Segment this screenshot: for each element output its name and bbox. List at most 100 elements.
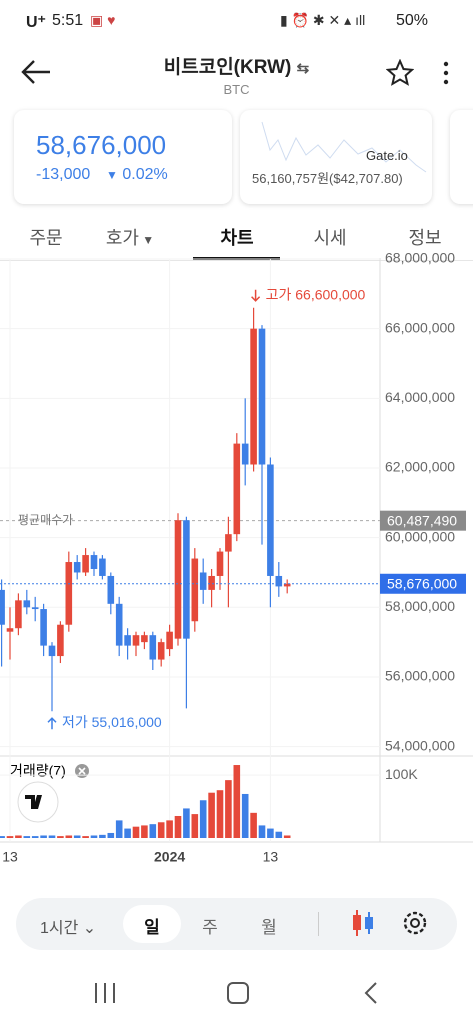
y-tick-label: 56,000,000 [385,668,455,684]
exchange-price-row: 56,160,757원($42,707.80) [252,168,403,187]
candle-body [57,624,64,657]
candle-body [141,635,148,643]
candle-body [216,551,224,576]
candle-body [31,607,39,610]
status-icons: ▣ ♥ [90,12,116,28]
y-tick-label: 68,000,000 [385,250,455,266]
average-price-badge [380,510,466,531]
title-row: 비트코인(KRW) ⇆ [0,52,473,79]
volume-bar [191,814,199,838]
interval-select[interactable]: 1시간 ⌄ [40,920,97,937]
exchange-name: Gate.io [366,148,408,163]
volume-bar [82,836,89,838]
candle-body [149,635,157,660]
tab-divider [0,260,473,261]
volume-bar [225,780,232,838]
exchange-price: 56,160,757원 [252,171,330,186]
carrier: U⁺ [26,14,46,31]
tab[interactable]: 차트 [197,224,277,250]
candle-body [0,589,5,625]
volume-bar [73,835,81,838]
y-tick-label: 62,000,000 [385,459,455,475]
tab-label: 시세 [313,228,347,248]
volume-bar [258,825,266,838]
nav-bar [95,982,377,1004]
volume-bar [183,808,190,838]
candle-body [225,534,232,552]
candle-body [73,562,81,573]
toolbar [16,898,457,950]
volume-bar [208,792,215,838]
y-tick-label: 100K [385,766,418,782]
y-tick-label: 66,000,000 [385,319,455,335]
x-tick-label: 2024 [154,849,185,865]
volume-label: 거래량(7) [10,763,66,779]
swap-icon[interactable]: ⇆ [296,60,310,77]
tab-label: 주문 [29,228,63,248]
average-price-name: 평균매수가 [18,513,73,527]
low-annotation: 저가 55,016,000 [62,714,162,730]
y-tick-label: 58,000,000 [385,598,455,614]
candle-body [132,635,140,646]
y-tick-label: 60,000,000 [385,528,455,544]
tab-label: 정보 [408,228,442,248]
high-arrow [251,289,261,302]
tab-label: 차트 [220,228,254,248]
candle-body [48,645,56,657]
period-button[interactable]: 월 [261,918,277,937]
volume-bar [15,835,22,838]
title: 비트코인(KRW) [163,57,292,78]
tab[interactable]: 호가 ▼ [90,224,170,250]
current-price: 58,676,000 [36,130,167,160]
chart-type-button[interactable] [350,908,376,938]
favorite-button[interactable] [386,59,414,86]
volume-bar [267,828,274,838]
settings-button[interactable] [402,910,428,936]
nav-back-button[interactable] [364,982,377,1004]
candle-body [199,572,207,590]
volume-bar [124,828,131,838]
candle-body [157,642,165,660]
candle-body [267,464,274,576]
tab[interactable]: 주문 [6,224,86,250]
tab-bar: 주문 호가 ▼ 차트 시세 정보 [0,224,473,260]
battery: 50% [396,12,429,29]
candle-body [90,555,98,569]
system-icons: ▮ ⏰ ✱ ✕ ▴ ıll [280,12,366,28]
candle-body [23,600,31,608]
period-button[interactable]: 주 [202,918,218,937]
volume-bar [275,831,283,838]
change-row: ▼ 0.02% [106,166,168,184]
volume-bar [149,824,157,838]
high-annotation: 고가 66,600,000 [266,286,366,302]
candle-body [115,603,123,646]
volume-bar [141,825,148,838]
exchange-card[interactable] [240,110,432,204]
candle-body [275,575,283,587]
menu-button[interactable] [440,60,452,86]
volume-bar [174,815,182,838]
period-button[interactable]: 일 [144,918,160,937]
volume-bar [166,820,173,838]
volume-bar [99,834,106,838]
toolbar-divider [318,912,319,936]
volume-bar [250,812,257,838]
current-price-label: 58,676,000 [387,575,457,591]
current-price-badge [380,573,466,594]
volume-bar [233,765,241,838]
tab[interactable]: 정보 [385,224,465,250]
volume-bar [65,835,73,838]
volume-bar [23,836,31,838]
mini-chart [261,121,427,173]
subtitle: BTC [223,82,250,97]
candle-body [15,600,22,629]
candle-body [107,575,115,604]
recents-button[interactable] [95,983,115,1003]
volume-bar [90,835,98,838]
candle-body [40,609,47,646]
back-button[interactable] [20,58,52,86]
volume-bar [216,790,224,838]
home-button[interactable] [227,982,249,1004]
tab[interactable]: 시세 [290,224,370,250]
